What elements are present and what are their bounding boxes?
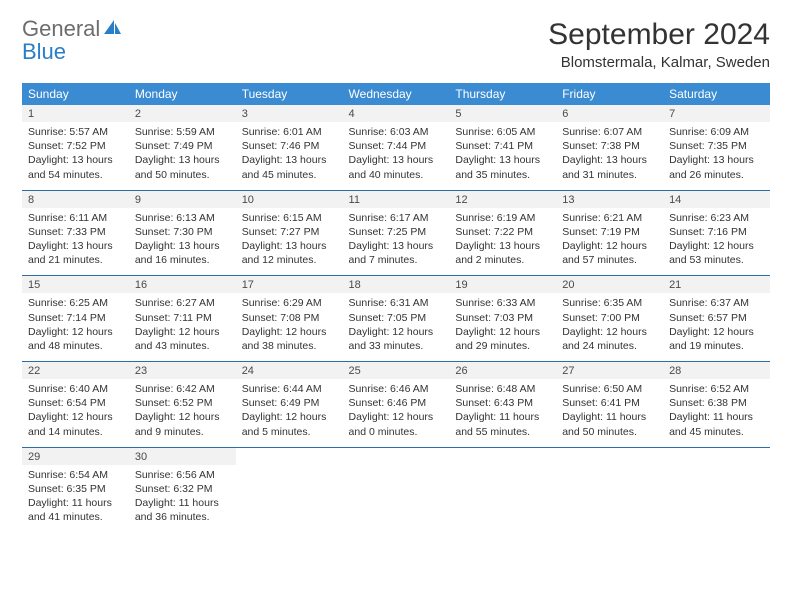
day-info-cell: Sunrise: 6:03 AMSunset: 7:44 PMDaylight:… [343, 122, 450, 190]
day-info-cell: Sunrise: 5:57 AMSunset: 7:52 PMDaylight:… [22, 122, 129, 190]
day-info-cell: Sunrise: 6:44 AMSunset: 6:49 PMDaylight:… [236, 379, 343, 447]
day-number-cell: 17 [236, 276, 343, 294]
day-info-cell [449, 465, 556, 533]
day-number-cell: 7 [663, 105, 770, 122]
day-number-row: 1234567 [22, 105, 770, 122]
day-info-cell: Sunrise: 6:09 AMSunset: 7:35 PMDaylight:… [663, 122, 770, 190]
day-info-cell: Sunrise: 6:37 AMSunset: 6:57 PMDaylight:… [663, 293, 770, 361]
day-info-cell [556, 465, 663, 533]
day-info-cell: Sunrise: 5:59 AMSunset: 7:49 PMDaylight:… [129, 122, 236, 190]
day-info-cell: Sunrise: 6:29 AMSunset: 7:08 PMDaylight:… [236, 293, 343, 361]
day-number-cell: 3 [236, 105, 343, 122]
day-info-cell: Sunrise: 6:07 AMSunset: 7:38 PMDaylight:… [556, 122, 663, 190]
day-info-cell: Sunrise: 6:13 AMSunset: 7:30 PMDaylight:… [129, 208, 236, 276]
day-info-cell: Sunrise: 6:19 AMSunset: 7:22 PMDaylight:… [449, 208, 556, 276]
day-info-row: Sunrise: 6:25 AMSunset: 7:14 PMDaylight:… [22, 293, 770, 361]
day-number-cell: 6 [556, 105, 663, 122]
day-number-cell: 9 [129, 190, 236, 208]
title-block: September 2024 Blomstermala, Kalmar, Swe… [548, 18, 770, 71]
weekday-header: Friday [556, 83, 663, 105]
day-number-cell [449, 447, 556, 465]
weekday-header: Wednesday [343, 83, 450, 105]
day-number-cell: 24 [236, 362, 343, 380]
day-info-cell: Sunrise: 6:01 AMSunset: 7:46 PMDaylight:… [236, 122, 343, 190]
logo-sail-icon [102, 18, 122, 41]
weekday-header-row: SundayMondayTuesdayWednesdayThursdayFrid… [22, 83, 770, 105]
day-number-cell [236, 447, 343, 465]
day-number-row: 891011121314 [22, 190, 770, 208]
weekday-header: Thursday [449, 83, 556, 105]
day-number-cell: 1 [22, 105, 129, 122]
day-number-cell [343, 447, 450, 465]
weekday-header: Tuesday [236, 83, 343, 105]
day-info-cell: Sunrise: 6:54 AMSunset: 6:35 PMDaylight:… [22, 465, 129, 533]
day-info-cell: Sunrise: 6:11 AMSunset: 7:33 PMDaylight:… [22, 208, 129, 276]
day-number-cell: 21 [663, 276, 770, 294]
day-info-cell [236, 465, 343, 533]
day-number-cell: 18 [343, 276, 450, 294]
day-info-cell [343, 465, 450, 533]
weekday-header: Sunday [22, 83, 129, 105]
day-number-cell: 10 [236, 190, 343, 208]
day-number-cell [556, 447, 663, 465]
day-number-cell: 11 [343, 190, 450, 208]
logo-text-general: General [22, 16, 100, 41]
day-number-row: 2930 [22, 447, 770, 465]
day-info-cell: Sunrise: 6:40 AMSunset: 6:54 PMDaylight:… [22, 379, 129, 447]
day-number-cell: 2 [129, 105, 236, 122]
weekday-header: Monday [129, 83, 236, 105]
day-number-cell: 25 [343, 362, 450, 380]
day-info-cell: Sunrise: 6:27 AMSunset: 7:11 PMDaylight:… [129, 293, 236, 361]
day-info-cell: Sunrise: 6:46 AMSunset: 6:46 PMDaylight:… [343, 379, 450, 447]
day-info-cell: Sunrise: 6:48 AMSunset: 6:43 PMDaylight:… [449, 379, 556, 447]
day-info-cell: Sunrise: 6:50 AMSunset: 6:41 PMDaylight:… [556, 379, 663, 447]
day-number-cell: 28 [663, 362, 770, 380]
day-number-cell: 20 [556, 276, 663, 294]
day-number-cell: 5 [449, 105, 556, 122]
day-info-row: Sunrise: 6:54 AMSunset: 6:35 PMDaylight:… [22, 465, 770, 533]
day-number-row: 22232425262728 [22, 362, 770, 380]
day-number-cell: 19 [449, 276, 556, 294]
weekday-header: Saturday [663, 83, 770, 105]
day-info-cell [663, 465, 770, 533]
calendar-table: SundayMondayTuesdayWednesdayThursdayFrid… [22, 83, 770, 532]
day-number-cell: 12 [449, 190, 556, 208]
day-info-cell: Sunrise: 6:31 AMSunset: 7:05 PMDaylight:… [343, 293, 450, 361]
header: General Blue September 2024 Blomstermala… [22, 18, 770, 71]
day-info-cell: Sunrise: 6:56 AMSunset: 6:32 PMDaylight:… [129, 465, 236, 533]
day-info-cell: Sunrise: 6:33 AMSunset: 7:03 PMDaylight:… [449, 293, 556, 361]
day-number-cell: 26 [449, 362, 556, 380]
logo: General Blue [22, 18, 122, 64]
day-number-cell: 23 [129, 362, 236, 380]
location-text: Blomstermala, Kalmar, Sweden [548, 54, 770, 71]
day-info-cell: Sunrise: 6:15 AMSunset: 7:27 PMDaylight:… [236, 208, 343, 276]
day-number-cell: 27 [556, 362, 663, 380]
day-info-cell: Sunrise: 6:42 AMSunset: 6:52 PMDaylight:… [129, 379, 236, 447]
day-info-cell: Sunrise: 6:35 AMSunset: 7:00 PMDaylight:… [556, 293, 663, 361]
day-info-row: Sunrise: 6:11 AMSunset: 7:33 PMDaylight:… [22, 208, 770, 276]
month-title: September 2024 [548, 18, 770, 52]
day-info-cell: Sunrise: 6:52 AMSunset: 6:38 PMDaylight:… [663, 379, 770, 447]
day-number-cell: 4 [343, 105, 450, 122]
day-number-cell: 16 [129, 276, 236, 294]
day-info-cell: Sunrise: 6:05 AMSunset: 7:41 PMDaylight:… [449, 122, 556, 190]
day-info-row: Sunrise: 5:57 AMSunset: 7:52 PMDaylight:… [22, 122, 770, 190]
day-number-cell [663, 447, 770, 465]
day-info-cell: Sunrise: 6:23 AMSunset: 7:16 PMDaylight:… [663, 208, 770, 276]
day-number-cell: 13 [556, 190, 663, 208]
day-number-cell: 29 [22, 447, 129, 465]
day-number-cell: 22 [22, 362, 129, 380]
day-number-cell: 8 [22, 190, 129, 208]
day-number-cell: 14 [663, 190, 770, 208]
day-info-cell: Sunrise: 6:17 AMSunset: 7:25 PMDaylight:… [343, 208, 450, 276]
day-info-cell: Sunrise: 6:21 AMSunset: 7:19 PMDaylight:… [556, 208, 663, 276]
day-info-cell: Sunrise: 6:25 AMSunset: 7:14 PMDaylight:… [22, 293, 129, 361]
day-info-row: Sunrise: 6:40 AMSunset: 6:54 PMDaylight:… [22, 379, 770, 447]
day-number-cell: 30 [129, 447, 236, 465]
logo-text-blue: Blue [22, 39, 66, 64]
day-number-row: 15161718192021 [22, 276, 770, 294]
day-number-cell: 15 [22, 276, 129, 294]
